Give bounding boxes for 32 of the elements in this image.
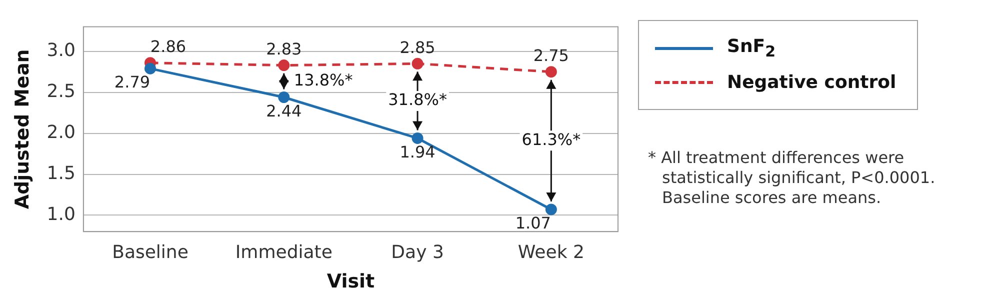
data-label: 2.44 [266,101,302,120]
legend-label: SnF$_{2}$ [727,36,776,60]
data-label: 2.85 [400,38,436,57]
data-label: 2.86 [150,37,186,56]
data-label: 2.83 [266,39,302,58]
point [412,58,424,70]
annotation: 61.3%* [522,130,581,149]
y-tick-label: 2.0 [46,122,76,143]
point [144,62,156,74]
data-label: 1.94 [400,142,436,162]
y-tick-label: 1.0 [46,204,76,225]
point [278,60,290,72]
x-tick-label: Immediate [235,242,332,264]
point [412,132,424,144]
y-tick-label: 1.5 [46,162,76,184]
data-label: 1.07 [515,214,551,233]
point [545,204,557,216]
annotation: 31.8%* [388,90,447,110]
text: * All treatment differences were statistically significant, P<0.0001. Baseline scores are means. [648,148,936,208]
x-tick-label: Baseline [112,242,188,264]
x-tick-label: Week 2 [518,242,584,264]
data-label: 2.75 [533,46,569,66]
legend-label: Negative control [727,72,896,92]
point [545,66,557,78]
annotation: 13.8%* [294,70,353,90]
x-axis-title: Visit [326,270,375,293]
y-tick-label: 2.5 [46,81,76,102]
x-tick-label: Day 3 [391,242,444,264]
data-label: 2.79 [114,72,150,92]
y-axis-title: Adjusted Mean [11,49,34,210]
point [278,92,290,103]
y-tick-label: 3.0 [46,40,76,62]
